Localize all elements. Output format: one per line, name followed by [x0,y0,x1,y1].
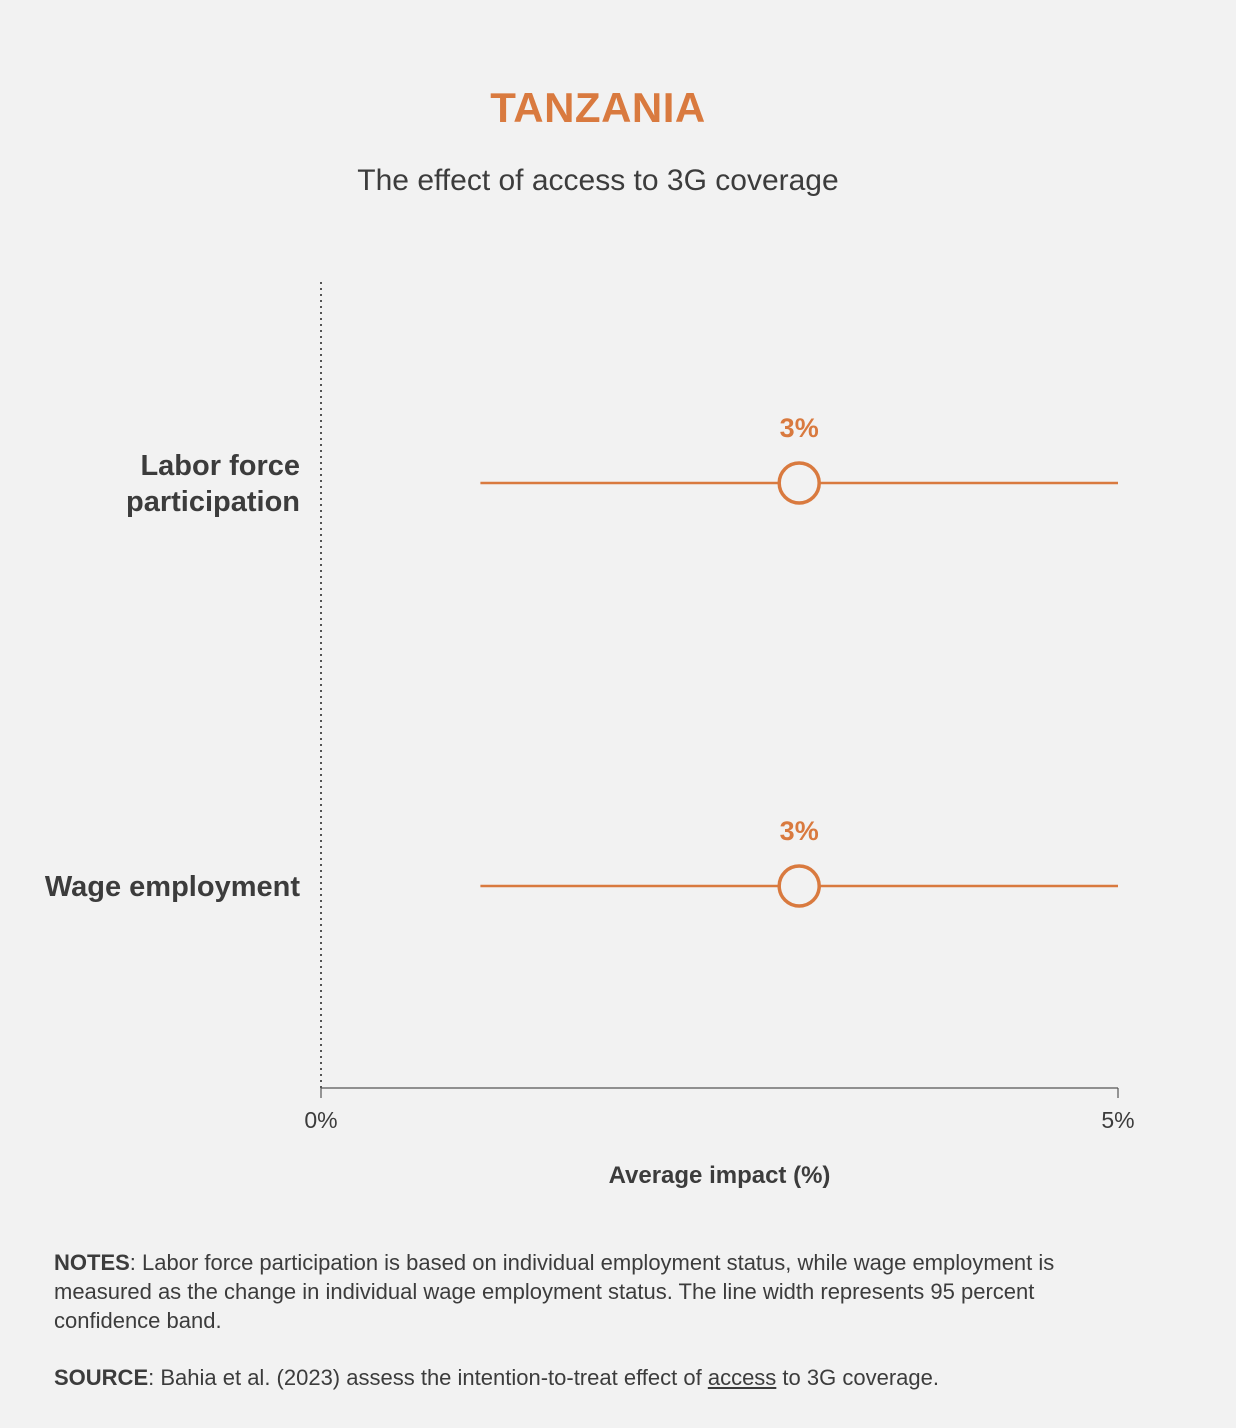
estimate-data-label: 3% [780,816,819,846]
chart-title: TANZANIA [490,84,706,131]
source: SOURCE: Bahia et al. (2023) assess the i… [54,1363,1134,1392]
estimate-data-label: 3% [780,413,819,443]
x-axis-ticks: 0% 5% [304,1088,1135,1133]
x-axis-label: Average impact (%) [609,1162,831,1189]
source-access-link[interactable]: access [707,1365,777,1390]
estimate-row: Labor force participation 3% [126,413,1118,518]
x-tick-label: 0% [304,1107,337,1133]
source-text-before: : Bahia et al. (2023) assess the intenti… [148,1365,708,1390]
x-tick-label: 5% [1101,1107,1134,1133]
estimate-row: Wage employment 3% [45,816,1118,908]
source-label: SOURCE [54,1365,149,1390]
category-label: Labor force participation [126,450,300,518]
notes-text: : Labor force participation is based on … [54,1250,1055,1333]
notes: NOTES: Labor force participation is base… [54,1248,1134,1335]
source-text-after: to 3G coverage. [776,1365,939,1390]
estimate-point [777,461,821,505]
notes-label: NOTES [54,1250,130,1275]
estimate-point [777,864,821,908]
chart-subtitle: The effect of access to 3G coverage [357,164,839,197]
category-label: Wage employment [45,871,300,903]
